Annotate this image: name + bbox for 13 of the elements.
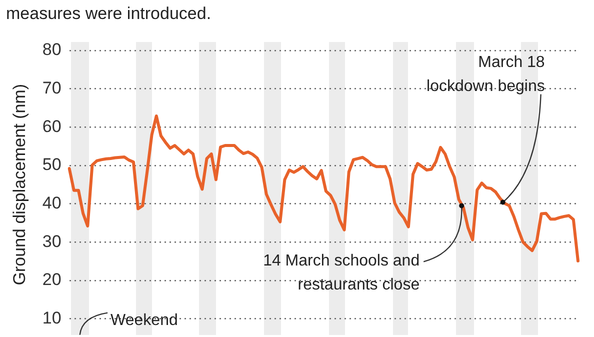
y-tick-label: 50 [42,155,62,174]
y-tick-label: 30 [42,232,62,251]
chart-subtitle: measures were introduced. [6,4,212,23]
annotation: March 18 lockdown begins [426,54,545,96]
annotation: 14 March schools and restaurants close [263,252,420,294]
annotation: Weekend [110,312,178,329]
y-tick-label: 60 [42,116,62,136]
y-tick-label: 70 [42,78,62,98]
y-tick-label: 40 [42,193,62,212]
y-axis-title: Ground displacement (nm) [10,84,29,286]
y-tick-label: 80 [42,40,62,60]
y-tick-label: 10 [42,308,62,328]
y-tick-label: 20 [42,270,62,290]
